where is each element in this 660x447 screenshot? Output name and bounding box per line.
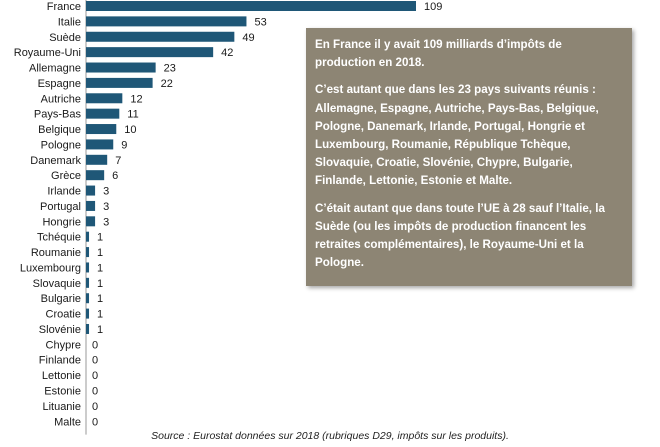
bar: [86, 231, 90, 242]
callout-paragraph-3: C’était autant que dans toute l’UE à 28 …: [315, 201, 605, 270]
bar: [86, 277, 90, 288]
data-label: 11: [127, 109, 138, 121]
bar: [86, 323, 90, 334]
data-label: 10: [124, 124, 136, 136]
bar: [86, 185, 96, 196]
data-label: 1: [97, 309, 103, 321]
bar: [86, 216, 96, 227]
bar: [86, 308, 90, 319]
bar: [86, 47, 214, 58]
category-label: Lituanie: [42, 401, 81, 413]
data-label: 12: [130, 93, 142, 105]
data-label: 6: [112, 170, 118, 182]
category-label: Grèce: [51, 170, 81, 182]
bar: [86, 77, 153, 88]
category-label: Belgique: [38, 124, 81, 136]
bar: [86, 93, 123, 104]
bar: [86, 62, 156, 73]
category-label: Hongrie: [42, 216, 81, 228]
bar: [86, 16, 247, 27]
data-label: 3: [103, 216, 109, 228]
category-label: Bulgarie: [41, 293, 81, 305]
data-label: 0: [92, 339, 98, 351]
category-label: Pologne: [41, 139, 81, 151]
bar: [86, 293, 90, 304]
category-label: France: [47, 1, 81, 13]
data-label: 1: [97, 293, 103, 305]
category-label: Chypre: [46, 339, 81, 351]
category-label: Pays-Bas: [34, 109, 82, 121]
category-label: Suède: [49, 32, 81, 44]
bar: [86, 31, 235, 42]
category-label: Royaume-Uni: [14, 47, 81, 59]
data-label: 1: [97, 262, 103, 274]
bar: [86, 154, 108, 165]
callout-paragraph-1: En France il y avait 109 milliards d’imp…: [315, 38, 562, 70]
bar: [86, 108, 120, 119]
category-label: Roumanie: [31, 247, 81, 259]
bar: [86, 139, 114, 150]
category-label: Luxembourg: [20, 262, 81, 274]
data-label: 9: [121, 139, 127, 151]
data-label: 42: [221, 47, 233, 59]
data-label: 49: [242, 32, 254, 44]
data-label: 0: [92, 416, 98, 428]
data-label: 0: [92, 386, 98, 398]
bar: [86, 1, 416, 11]
category-label: Estonie: [44, 386, 81, 398]
category-label: Allemagne: [29, 63, 81, 75]
data-label: 0: [92, 370, 98, 382]
category-label: Portugal: [40, 201, 81, 213]
category-label: Finlande: [39, 355, 81, 367]
bar: [86, 124, 117, 135]
data-label: 23: [164, 63, 176, 75]
category-label: Tchéquie: [37, 232, 81, 244]
bar: [86, 200, 96, 211]
data-label: 1: [97, 232, 103, 244]
data-label: 109: [424, 1, 442, 13]
category-label: Lettonie: [42, 370, 81, 382]
data-label: 3: [103, 186, 109, 198]
data-label: 1: [97, 247, 103, 259]
data-label: 0: [92, 401, 98, 413]
category-label: Danemark: [30, 155, 81, 167]
data-label: 1: [97, 324, 103, 336]
bar: [86, 170, 105, 181]
data-label: 0: [92, 355, 98, 367]
data-label: 22: [161, 78, 173, 90]
callout-paragraph-2: C’est autant que dans les 23 pays suivan…: [315, 83, 599, 188]
category-label: Slovaquie: [33, 278, 81, 290]
category-label: Croatie: [46, 309, 81, 321]
category-label: Slovénie: [39, 324, 81, 336]
data-label: 53: [254, 16, 266, 28]
category-label: Espagne: [38, 78, 81, 90]
bar: [86, 247, 90, 258]
data-label: 7: [115, 155, 121, 167]
data-label: 1: [97, 278, 103, 290]
category-label: Autriche: [41, 93, 81, 105]
bar: [86, 262, 90, 273]
category-label: Italie: [58, 16, 81, 28]
category-label: Malte: [54, 416, 81, 428]
data-label: 3: [103, 201, 109, 213]
source-note: Source : Eurostat données sur 2018 (rubr…: [151, 430, 509, 442]
category-label: Irlande: [47, 186, 81, 198]
annotation-callout: En France il y avait 109 milliards d’imp…: [306, 28, 632, 286]
